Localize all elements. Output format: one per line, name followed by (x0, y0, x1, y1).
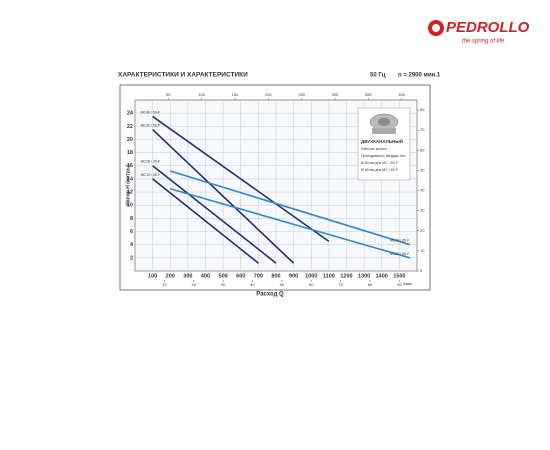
x2-tick-label: 100 (198, 92, 205, 97)
series-line (170, 170, 411, 246)
x-tick-label: 700 (254, 273, 263, 279)
brand: PEDROLLO (446, 19, 530, 36)
x3-tick-label: 60 (309, 282, 314, 287)
y2-tick-label: 50 (420, 167, 425, 172)
inset-text: Проходимость твердых тел (361, 154, 405, 158)
inset-text: Ø 50 мм для MC / 50-F (361, 161, 398, 165)
x3-tick-label: 20 (192, 282, 197, 287)
inset-title: ДВУХКАНАЛЬНЫЙ (361, 137, 403, 144)
y-tick-label: 4 (130, 242, 134, 248)
x2-tick-label: 400 (398, 92, 405, 97)
y-tick-label: 2 (130, 255, 133, 261)
x-tick-label: 600 (236, 273, 245, 279)
y2-tick-label: 10 (420, 248, 425, 253)
inset-text: Ø 65 мм для MC / 65-F (361, 168, 398, 172)
x3-tick-label: 70 (338, 282, 343, 287)
series-label: MC40 / 65-F (390, 239, 409, 243)
series-label: MC30 / 50-F (141, 124, 160, 128)
y-tick-label: 8 (130, 216, 133, 222)
y-tick-label: 18 (127, 150, 133, 156)
inset-text: Рабочее колесо (361, 147, 387, 151)
frequency: 50 Гц (370, 73, 386, 79)
x-tick-label: 1500 (393, 273, 405, 279)
y-tick-label: 20 (127, 137, 133, 143)
x2-tick-label: 250 (298, 92, 305, 97)
x3-tick-label: 80 (368, 282, 373, 287)
x-tick-label: 300 (183, 273, 192, 279)
series-line (152, 129, 295, 264)
x-tick-label: 900 (289, 273, 298, 279)
series-label: MC28 / 30-F (141, 160, 160, 164)
y-tick-label: 24 (127, 111, 134, 117)
y-tick-label: 14 (127, 176, 134, 182)
x3-tick-label: 40 (250, 282, 255, 287)
series-label: MC30 / 65-F (390, 252, 409, 256)
x-tick-label: 1100 (323, 273, 335, 279)
x-tick-label: 400 (201, 273, 210, 279)
x2-tick-label: 50 (166, 92, 171, 97)
y-axis-title: Напор H (метры) (125, 164, 131, 206)
x2-tick-label: 150 (232, 92, 239, 97)
x2-tick-label: 350 (365, 92, 372, 97)
x3-tick-label: 10 (162, 282, 167, 287)
series-line (152, 115, 330, 243)
x-tick-label: 1000 (305, 273, 317, 279)
x-tick-label: 1300 (358, 273, 370, 279)
slogan: the spring of life (462, 39, 505, 45)
y2-tick-label: 20 (420, 228, 425, 233)
y2-tick-label: 70 (420, 127, 425, 132)
x-unit: л/мин (403, 282, 412, 286)
series-line (152, 178, 259, 264)
x-tick-label: 500 (219, 273, 228, 279)
y-tick-label: 10 (127, 203, 133, 209)
inset: ДВУХКАНАЛЬНЫЙ Рабочее колесо Проходимост… (357, 107, 411, 181)
y-tick-label: 22 (127, 124, 133, 130)
series-line (152, 165, 277, 264)
series-label: MC10 / 30-F (141, 173, 160, 177)
y2-tick-label: 40 (420, 188, 425, 193)
y-tick-label: 12 (127, 190, 133, 196)
x-tick-label: 200 (166, 273, 175, 279)
x2-tick-label: 300 (332, 92, 339, 97)
y2-tick-label: 30 (420, 208, 425, 213)
y2-tick-label: 80 (420, 107, 425, 112)
x2-tick-label: 200 (265, 92, 272, 97)
x-tick-label: 100 (148, 273, 157, 279)
y2-tick-label: 60 (420, 147, 425, 152)
plot: 100 200 300 400 500 600 700 800 900 1000 1100 1200 1… (127, 92, 425, 287)
x-tick-label: 1400 (376, 273, 388, 279)
x3-tick-label: 90 (397, 282, 402, 287)
x-axis-title: Расход Q (256, 292, 284, 298)
x3-tick-label: 50 (280, 282, 285, 287)
y-tick-label: 6 (130, 229, 133, 235)
x-tick-label: 1200 (340, 273, 352, 279)
x-tick-label: 800 (271, 273, 280, 279)
y-tick-label: 16 (127, 163, 133, 169)
logo-mark-inner (432, 24, 440, 32)
speed: n = 2900 мин.1 (398, 73, 441, 79)
series-label: MC40 / 50-F (141, 110, 160, 114)
y2-tick-label: 0 (420, 268, 423, 273)
series-line (170, 188, 411, 259)
x3-tick-label: 30 (221, 282, 226, 287)
title: ХАРАКТЕРИСТИКИ И ХАРАКТЕРИСТИКИ (118, 72, 248, 79)
